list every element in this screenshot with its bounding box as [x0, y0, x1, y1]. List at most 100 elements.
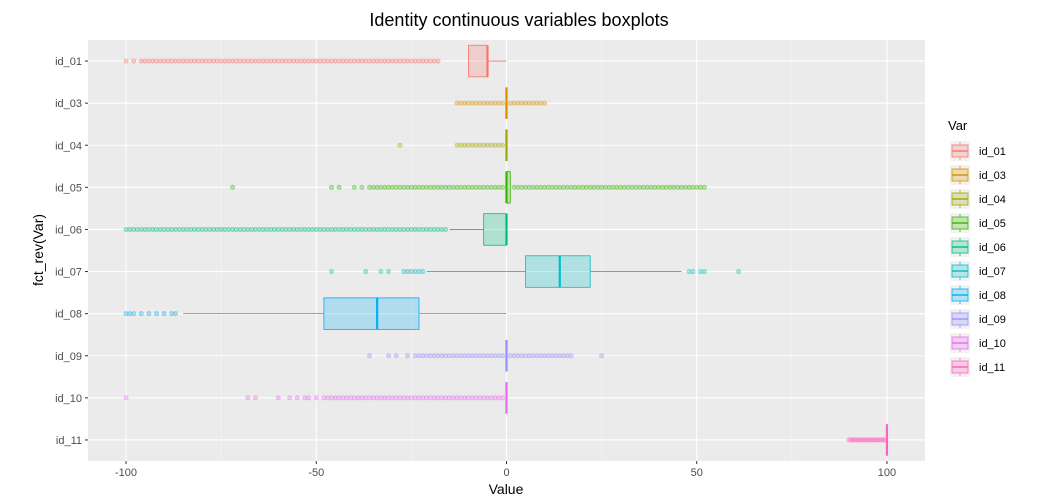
outlier-point [686, 269, 692, 275]
outlier-point [359, 395, 365, 401]
y-tick-label: id_04 [55, 140, 82, 152]
outlier-point [435, 58, 441, 64]
outlier-point [230, 226, 236, 232]
boxplot-id_07 [328, 255, 742, 288]
outlier-point [545, 184, 551, 190]
outlier-point [431, 184, 437, 190]
outlier-point [302, 58, 308, 64]
outlier-point [153, 311, 159, 317]
outlier-point [553, 353, 559, 359]
outlier-point [427, 353, 433, 359]
outlier-point [412, 226, 418, 232]
x-tick-label: -100 [115, 467, 137, 479]
legend-item: id_03 [950, 165, 1006, 185]
outlier-point [363, 226, 369, 232]
outlier-point [389, 226, 395, 232]
outlier-point [336, 226, 342, 232]
outlier-point [854, 437, 860, 443]
outlier-point [859, 437, 865, 443]
outlier-point [367, 226, 373, 232]
outlier-point [363, 269, 369, 275]
outlier-point [454, 184, 460, 190]
outlier-point [131, 311, 137, 317]
outlier-point [199, 58, 205, 64]
outlier-point [188, 226, 194, 232]
outlier-point [287, 395, 293, 401]
outlier-point [367, 58, 373, 64]
outlier-point [682, 184, 688, 190]
outlier-point [857, 437, 863, 443]
outlier-point [165, 226, 171, 232]
x-tick-label: 0 [503, 467, 509, 479]
outlier-point [153, 58, 159, 64]
outlier-point [458, 395, 464, 401]
outlier-point [344, 226, 350, 232]
outlier-point [401, 395, 407, 401]
outlier-point [374, 58, 380, 64]
outlier-point [492, 353, 498, 359]
outlier-point [180, 58, 186, 64]
outlier-point [401, 269, 407, 275]
outlier-point [378, 395, 384, 401]
x-axis-ticks: -100 -50 0 50 100 [115, 461, 896, 479]
outlier-point [203, 58, 209, 64]
outlier-point [393, 226, 399, 232]
outlier-point [176, 226, 182, 232]
legend-title: Var [948, 118, 968, 133]
outlier-point [222, 226, 228, 232]
box-iqr [468, 44, 488, 78]
outlier-point [173, 226, 179, 232]
outlier-point [249, 58, 255, 64]
outlier-point [469, 100, 475, 106]
outlier-point [344, 58, 350, 64]
outlier-point [351, 226, 357, 232]
outlier-point [412, 58, 418, 64]
legend-label: id_07 [979, 266, 1006, 278]
outlier-point [618, 184, 624, 190]
outlier-point [264, 58, 270, 64]
outlier-point [446, 184, 452, 190]
outlier-point [644, 184, 650, 190]
boxplot-id_08 [123, 297, 507, 330]
outlier-point [367, 184, 373, 190]
outlier-point [443, 226, 449, 232]
outlier-point [469, 184, 475, 190]
outlier-point [313, 58, 319, 64]
x-tick-label: -50 [308, 467, 324, 479]
outlier-point [405, 226, 411, 232]
outlier-point [462, 353, 468, 359]
boxplot-series [123, 44, 889, 456]
outlier-point [679, 184, 685, 190]
outlier-point [184, 226, 190, 232]
outlier-point [861, 437, 867, 443]
outlier-point [465, 353, 471, 359]
outlier-point [359, 58, 365, 64]
outlier-point [401, 226, 407, 232]
legend-label: id_04 [979, 194, 1006, 206]
outlier-point [465, 184, 471, 190]
y-tick-label: id_06 [55, 224, 82, 236]
outlier-point [492, 100, 498, 106]
outlier-point [855, 437, 861, 443]
outlier-point [424, 226, 430, 232]
outlier-point [336, 184, 342, 190]
outlier-point [211, 226, 217, 232]
outlier-point [545, 353, 551, 359]
outlier-point [465, 100, 471, 106]
outlier-point [412, 184, 418, 190]
outlier-point [195, 226, 201, 232]
outlier-point [435, 184, 441, 190]
outlier-point [652, 184, 658, 190]
outlier-point [386, 184, 392, 190]
outlier-point [553, 184, 559, 190]
outlier-point [378, 226, 384, 232]
outlier-point [207, 226, 213, 232]
outlier-point [131, 226, 137, 232]
outlier-point [405, 58, 411, 64]
outlier-point [473, 142, 479, 148]
outlier-point [260, 58, 266, 64]
outlier-point [874, 437, 880, 443]
outlier-point [249, 226, 255, 232]
outlier-point [511, 184, 517, 190]
outlier-point [424, 353, 430, 359]
